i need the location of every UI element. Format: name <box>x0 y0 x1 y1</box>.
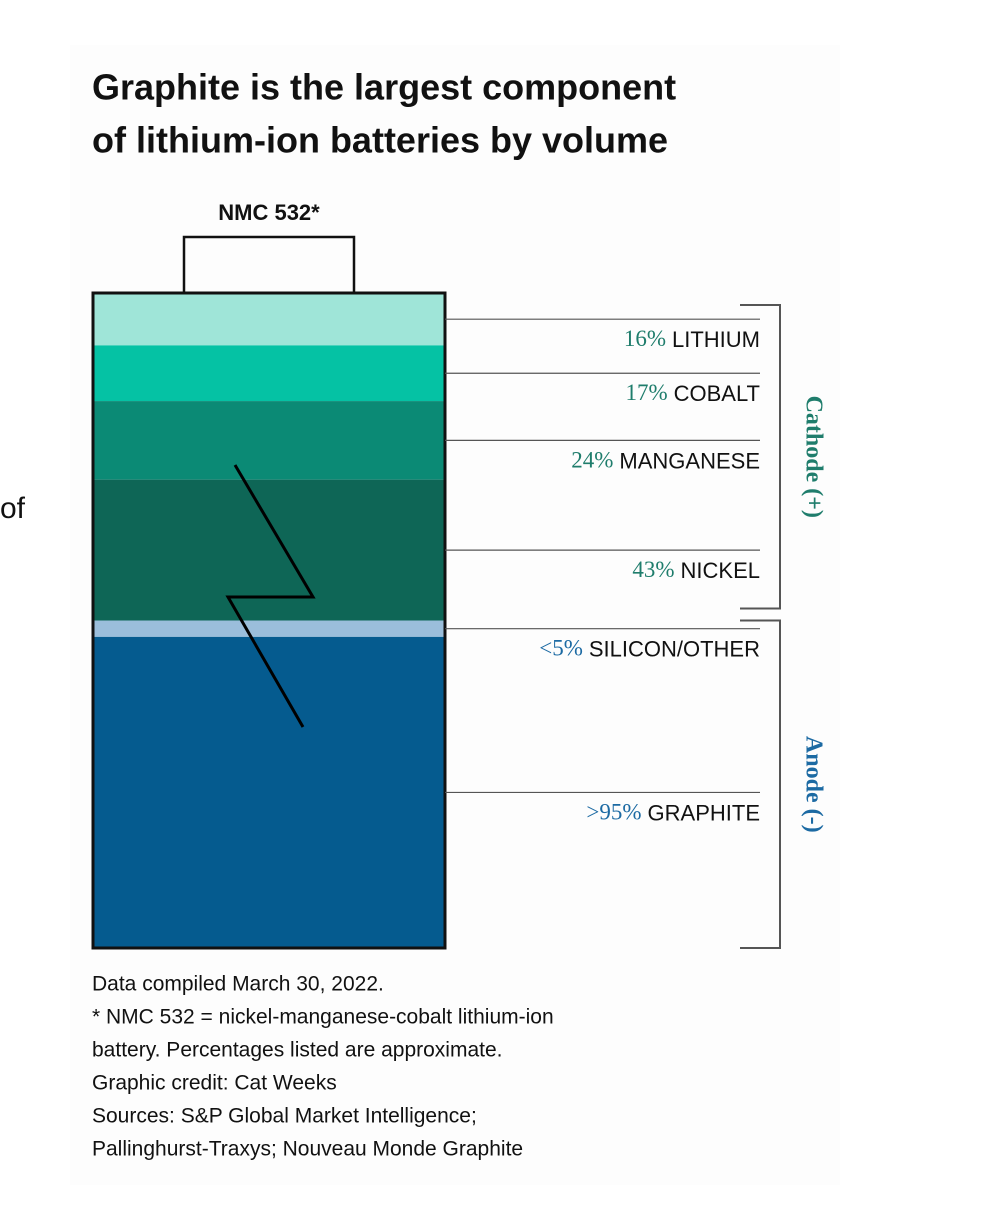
footnote: Graphic credit: Cat Weeks <box>92 1072 337 1095</box>
value-label: 43% <box>632 557 674 582</box>
value-label: 17% <box>625 381 667 406</box>
value-label: <5% <box>539 636 583 661</box>
battery-terminal <box>182 235 356 293</box>
segments <box>93 293 445 948</box>
segment <box>93 401 445 480</box>
value-label: 16% <box>624 326 666 351</box>
bracket <box>740 619 781 949</box>
footnote: Pallinghurst-Traxys; Nouveau Monde Graph… <box>92 1138 523 1161</box>
segment-label: 24% MANGANESE <box>571 448 760 474</box>
segment-label: <5% SILICON/OTHER <box>539 636 760 662</box>
lightning-bolt <box>225 464 316 728</box>
category-label: NMC 532* <box>218 200 320 225</box>
bracket <box>740 304 781 610</box>
footnote: * NMC 532 = nickel-manganese-cobalt lith… <box>92 1006 554 1029</box>
series-name: SILICON/OTHER <box>589 637 760 662</box>
side-fragment: of <box>0 492 26 525</box>
group-label: Cathode (+) <box>800 396 826 518</box>
segment <box>93 293 445 346</box>
value-label: >95% <box>586 800 641 825</box>
segment <box>93 479 445 621</box>
segment <box>93 636 445 948</box>
group-label: Anode (-) <box>800 736 826 833</box>
segment-label: 43% NICKEL <box>632 557 760 583</box>
segment <box>93 345 445 402</box>
footnote: Sources: S&P Global Market Intelligence; <box>92 1105 477 1128</box>
series-name: NICKEL <box>681 558 760 583</box>
chart-title: Graphite is the largest component <box>92 67 676 108</box>
series-name: LITHIUM <box>672 327 760 352</box>
battery-outline <box>91 291 447 950</box>
segment-label: 16% LITHIUM <box>624 326 760 352</box>
series-name: COBALT <box>674 381 760 406</box>
footnote: Data compiled March 30, 2022. <box>92 973 384 996</box>
series-name: GRAPHITE <box>648 800 760 825</box>
footnote: battery. Percentages listed are approxim… <box>92 1039 503 1062</box>
segment-label: >95% GRAPHITE <box>586 800 760 826</box>
chart-title: of lithium-ion batteries by volume <box>92 120 668 161</box>
segment-label: 17% COBALT <box>625 381 760 407</box>
segment <box>93 620 445 637</box>
series-name: MANGANESE <box>619 448 760 473</box>
value-label: 24% <box>571 448 613 473</box>
